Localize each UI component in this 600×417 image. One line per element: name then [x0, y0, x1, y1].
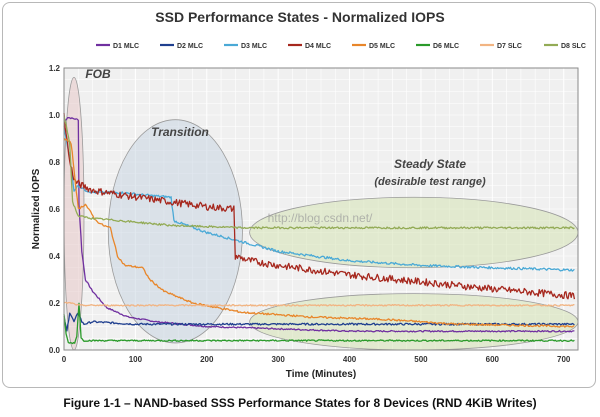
x-tick-label: 500: [414, 355, 428, 364]
legend-label: D4 MLC: [305, 43, 331, 50]
x-tick-label: 100: [129, 355, 143, 364]
region-label-steady-state-note: (desirable test range): [374, 176, 486, 188]
figure-caption: Figure 1-1 – NAND-based SSS Performance …: [63, 396, 537, 410]
y-tick-label: 0.4: [49, 252, 61, 261]
x-tick-label: 400: [343, 355, 357, 364]
legend-label: D2 MLC: [177, 43, 203, 50]
x-tick-label: 0: [62, 355, 67, 364]
y-tick-label: 0.6: [49, 205, 61, 214]
x-tick-label: 700: [557, 355, 571, 364]
legend-label: D6 MLC: [433, 43, 459, 50]
y-tick-label: 1.2: [49, 64, 61, 73]
series-line-d2-mlc: [63, 312, 575, 332]
region-label-transition: Transition: [151, 125, 209, 139]
series-line-d3-mlc: [63, 125, 575, 272]
watermark-text: http://blog.csdn.net/: [268, 211, 373, 225]
region-label-steady-state: Steady State: [394, 157, 466, 171]
legend-label: D1 MLC: [113, 43, 139, 50]
legend-label: D8 SLC: [561, 43, 586, 50]
chart-title: SSD Performance States - Normalized IOPS: [155, 9, 444, 25]
series-line-d7-slc: [63, 301, 575, 307]
series-line-d8-slc: [63, 115, 575, 230]
legend-label: D3 MLC: [241, 43, 267, 50]
state-region-1: [107, 119, 243, 344]
y-tick-label: 0.2: [49, 299, 61, 308]
state-region-2: [249, 196, 579, 269]
y-tick-label: 0.8: [49, 158, 61, 167]
legend-label: D5 MLC: [369, 43, 395, 50]
plot-border: [63, 67, 579, 351]
y-tick-label: 0.0: [49, 346, 61, 355]
x-tick-label: 600: [486, 355, 500, 364]
legend-label: D7 SLC: [497, 43, 522, 50]
x-tick-label: 300: [271, 355, 285, 364]
y-axis-label: Normalized IOPS: [31, 168, 42, 249]
series-line-d4-mlc: [63, 112, 576, 300]
region-label-fob: FOB: [85, 67, 111, 81]
series-line-d1-mlc: [63, 117, 575, 333]
x-axis-label: Time (Minutes): [286, 369, 356, 380]
y-tick-label: 1.0: [49, 111, 61, 120]
series-line-d6-mlc: [63, 302, 575, 345]
x-tick-label: 200: [200, 355, 214, 364]
series-line-d5-mlc: [63, 137, 575, 328]
